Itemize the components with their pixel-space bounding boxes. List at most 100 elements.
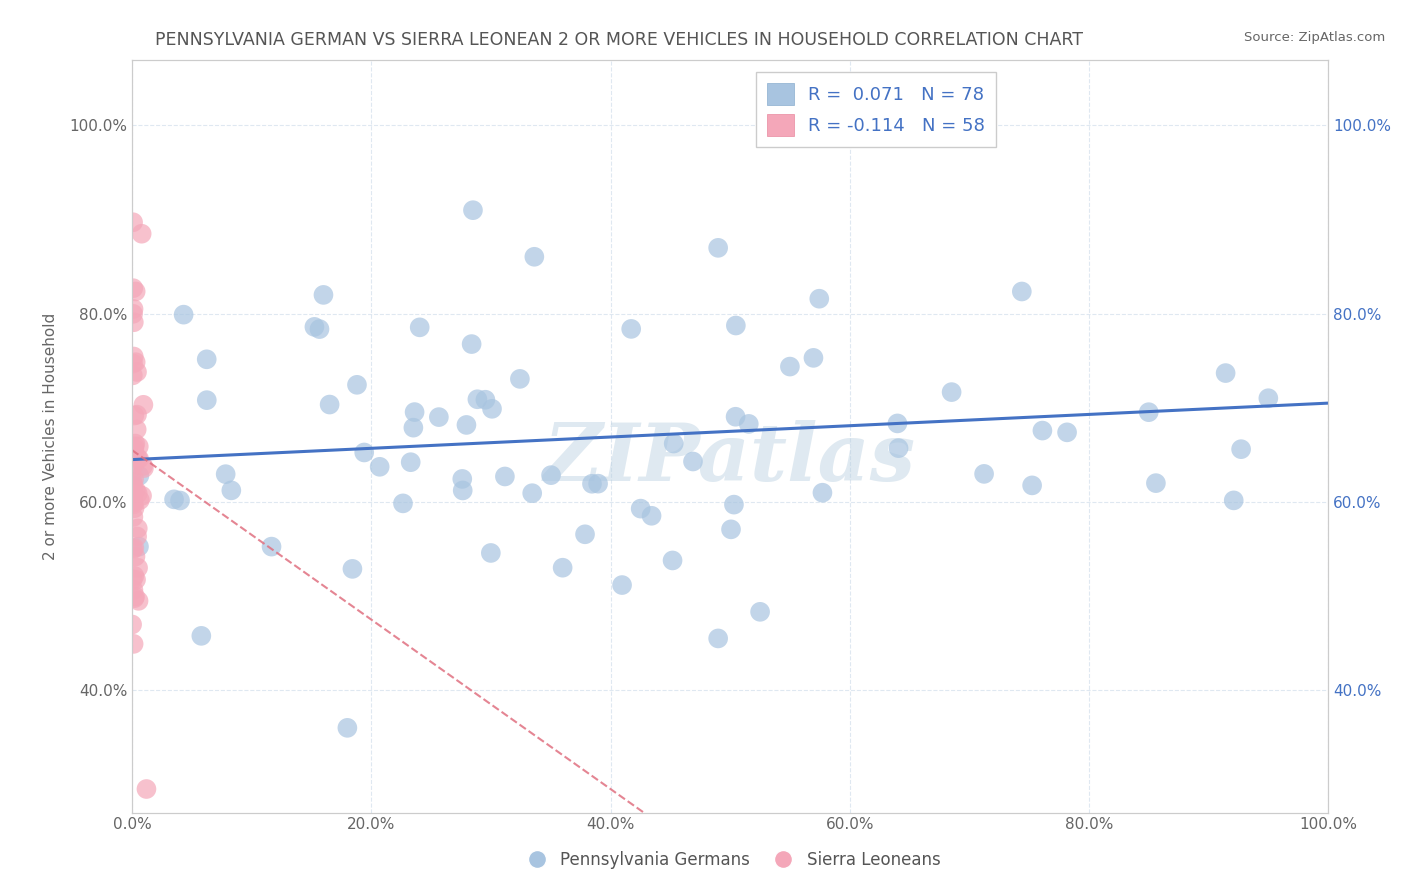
Point — [127, 451, 149, 466]
Point — [1257, 391, 1279, 405]
Point — [1144, 476, 1167, 491]
Point — [122, 637, 145, 651]
Point — [122, 498, 145, 512]
Point — [886, 417, 908, 431]
Point — [125, 355, 148, 369]
Point — [586, 476, 609, 491]
Point — [125, 365, 148, 379]
Point — [581, 476, 603, 491]
Point — [124, 285, 146, 299]
Point — [661, 553, 683, 567]
Point — [122, 510, 145, 524]
Point — [121, 495, 143, 509]
Point — [215, 467, 238, 482]
Point — [122, 477, 145, 491]
Point — [124, 591, 146, 606]
Point — [724, 318, 747, 333]
Point — [125, 423, 148, 437]
Point — [540, 468, 562, 483]
Point — [121, 483, 143, 498]
Point — [124, 541, 146, 555]
Point — [121, 617, 143, 632]
Point — [128, 540, 150, 554]
Point — [124, 409, 146, 423]
Point — [523, 250, 546, 264]
Point — [724, 409, 747, 424]
Point — [707, 241, 730, 255]
Point — [132, 458, 155, 473]
Point — [610, 578, 633, 592]
Point — [973, 467, 995, 481]
Point — [312, 288, 335, 302]
Point — [461, 203, 484, 218]
Point — [467, 392, 489, 407]
Point — [941, 385, 963, 400]
Point — [127, 529, 149, 543]
Point — [122, 357, 145, 371]
Point — [124, 549, 146, 564]
Point — [887, 441, 910, 455]
Point — [122, 350, 145, 364]
Point — [122, 315, 145, 329]
Point — [125, 573, 148, 587]
Point — [131, 227, 153, 241]
Point — [460, 337, 482, 351]
Point — [122, 495, 145, 509]
Point — [122, 442, 145, 456]
Point — [404, 405, 426, 419]
Point — [720, 522, 742, 536]
Point — [125, 483, 148, 497]
Point — [122, 301, 145, 316]
Point — [122, 307, 145, 321]
Point — [125, 408, 148, 422]
Point — [121, 572, 143, 586]
Point — [451, 483, 474, 498]
Point — [1021, 478, 1043, 492]
Point — [122, 542, 145, 557]
Point — [122, 493, 145, 508]
Point — [135, 782, 157, 797]
Point — [1137, 405, 1160, 419]
Point — [662, 436, 685, 450]
Point — [551, 560, 574, 574]
Point — [481, 401, 503, 416]
Text: PENNSYLVANIA GERMAN VS SIERRA LEONEAN 2 OR MORE VEHICLES IN HOUSEHOLD CORRELATIO: PENNSYLVANIA GERMAN VS SIERRA LEONEAN 2 … — [155, 31, 1083, 49]
Point — [128, 594, 150, 608]
Point — [509, 372, 531, 386]
Point — [128, 440, 150, 454]
Point — [808, 292, 831, 306]
Point — [451, 472, 474, 486]
Point — [574, 527, 596, 541]
Point — [260, 540, 283, 554]
Point — [163, 492, 186, 507]
Point — [402, 420, 425, 434]
Point — [779, 359, 801, 374]
Point — [131, 489, 153, 503]
Point — [1031, 424, 1053, 438]
Point — [682, 454, 704, 468]
Point — [127, 561, 149, 575]
Point — [132, 398, 155, 412]
Point — [127, 486, 149, 500]
Text: ZIPatlas: ZIPatlas — [544, 420, 917, 498]
Point — [121, 475, 143, 489]
Legend: R =  0.071   N = 78, R = -0.114   N = 58: R = 0.071 N = 78, R = -0.114 N = 58 — [756, 72, 997, 147]
Point — [456, 417, 478, 432]
Point — [122, 281, 145, 295]
Point — [124, 439, 146, 453]
Point — [1215, 366, 1237, 380]
Point — [173, 308, 195, 322]
Point — [128, 451, 150, 466]
Point — [124, 590, 146, 604]
Point — [169, 493, 191, 508]
Point — [195, 352, 218, 367]
Point — [494, 469, 516, 483]
Point — [738, 417, 761, 431]
Point — [707, 632, 730, 646]
Point — [308, 322, 330, 336]
Point — [409, 320, 432, 334]
Point — [336, 721, 359, 735]
Point — [124, 451, 146, 466]
Point — [342, 562, 364, 576]
Point — [221, 483, 243, 498]
